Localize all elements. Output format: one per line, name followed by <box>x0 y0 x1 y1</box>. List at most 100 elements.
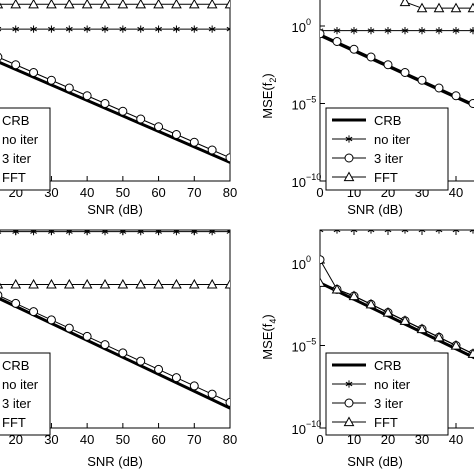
data-point-3-iter <box>154 122 164 132</box>
plot-area <box>0 0 230 164</box>
y-axis-label-end: ) <box>260 314 275 318</box>
data-point-fft <box>171 278 182 289</box>
legend-entry: CRB <box>2 113 29 128</box>
data-point-fft <box>399 0 411 7</box>
data-point-no-iter <box>418 230 426 234</box>
x-tick-label: 60 <box>151 185 165 200</box>
y-tick-exponent: 0 <box>306 17 311 27</box>
data-point-3-iter <box>320 29 325 39</box>
legend-entry: CRB <box>2 358 29 373</box>
data-point-fft <box>28 278 39 289</box>
y-axis-label-subscript: 2 <box>268 78 278 83</box>
data-point-no-iter <box>101 25 109 33</box>
data-point-no-iter <box>137 230 145 236</box>
data-point-no-iter <box>208 230 216 236</box>
data-point-3-iter <box>29 68 39 77</box>
x-tick-label: 10 <box>347 432 361 447</box>
y-axis-label-subscript: 4 <box>268 319 278 324</box>
y-tick-label: 10 <box>292 257 306 272</box>
data-point-3-iter <box>64 83 74 93</box>
data-point-fft <box>188 278 200 289</box>
data-point-3-iter <box>118 106 128 116</box>
data-point-no-iter <box>435 27 443 35</box>
data-point-fft <box>81 0 93 9</box>
plot-area <box>320 230 474 360</box>
y-tick-exponent: −5 <box>306 95 316 105</box>
legend-entry: FFT <box>2 170 26 185</box>
x-tick-label: 80 <box>223 432 237 447</box>
data-point-3-iter <box>451 91 461 101</box>
y-axis-label: MSE(f2) <box>260 73 278 118</box>
data-point-3-iter <box>82 331 92 341</box>
x-tick-label: 60 <box>151 432 165 447</box>
y-tick-exponent: −5 <box>306 337 316 347</box>
data-point-3-iter <box>383 60 393 70</box>
data-point-fft <box>99 278 111 289</box>
data-point-fft <box>450 339 462 350</box>
legend-entry: no iter <box>2 132 39 147</box>
data-point-no-iter <box>155 25 162 33</box>
data-point-no-iter <box>173 230 180 236</box>
x-axis-label: SNR (dB) <box>87 202 143 217</box>
data-point-fft <box>224 0 230 9</box>
data-point-3-iter <box>100 340 110 350</box>
legend: CRB no iter 3 iter FFT <box>325 107 449 191</box>
series-line-crb <box>0 60 230 164</box>
data-point-3-iter <box>0 53 3 61</box>
data-point-fft <box>63 278 75 289</box>
y-tick-exponent: −10 <box>306 419 321 429</box>
data-point-no-iter <box>48 25 55 33</box>
x-tick-label: 0 <box>316 432 323 447</box>
data-point-fft <box>153 0 164 9</box>
data-point-3-iter <box>417 75 427 85</box>
data-point-3-iter <box>468 99 474 108</box>
data-point-fft <box>331 283 343 294</box>
data-point-3-iter <box>366 52 376 62</box>
data-point-no-iter <box>469 230 474 234</box>
data-point-3-iter <box>171 373 181 383</box>
data-point-no-iter <box>367 230 375 234</box>
data-point-fft <box>153 278 164 289</box>
data-point-no-iter <box>333 230 341 234</box>
x-tick-label: 40 <box>80 185 94 200</box>
data-point-fft <box>365 298 377 309</box>
data-point-fft <box>46 278 57 289</box>
plot-area <box>320 0 474 108</box>
data-point-3-iter <box>349 44 359 54</box>
legend-marker-3-iter <box>344 398 354 408</box>
data-point-no-iter <box>418 27 426 35</box>
data-point-3-iter <box>64 323 74 333</box>
y-axis-label-base: MSE(f <box>260 323 275 360</box>
data-point-fft <box>416 2 428 13</box>
data-point-fft <box>467 348 474 358</box>
x-tick-label: 20 <box>8 432 22 447</box>
data-point-fft <box>188 0 200 9</box>
data-point-fft <box>224 278 230 289</box>
data-point-no-iter <box>208 25 216 33</box>
legend-box <box>0 352 51 436</box>
data-point-fft <box>450 2 462 13</box>
data-point-no-iter <box>173 25 180 33</box>
data-point-3-iter <box>82 91 92 101</box>
data-point-no-iter <box>83 230 91 236</box>
data-point-no-iter <box>12 25 20 33</box>
plot-area <box>0 230 230 410</box>
data-point-3-iter <box>154 364 164 374</box>
data-point-no-iter <box>226 230 230 236</box>
data-point-no-iter <box>452 27 460 35</box>
x-axis-label: SNR (dB) <box>347 454 403 469</box>
data-point-fft <box>320 277 326 287</box>
legend-entry: no iter <box>2 377 39 392</box>
data-point-3-iter <box>11 60 21 70</box>
x-tick-label: 30 <box>415 432 429 447</box>
x-tick-label: 80 <box>223 185 237 200</box>
data-point-3-iter <box>332 37 342 46</box>
legend-marker-no-iter <box>345 380 353 388</box>
data-point-no-iter <box>320 230 324 234</box>
data-point-no-iter <box>401 27 409 35</box>
data-point-no-iter <box>384 27 392 35</box>
data-point-3-iter <box>400 68 410 77</box>
data-point-fft <box>206 278 218 289</box>
data-point-no-iter <box>367 27 375 35</box>
y-axis-label: MSE(f4) <box>260 314 278 359</box>
